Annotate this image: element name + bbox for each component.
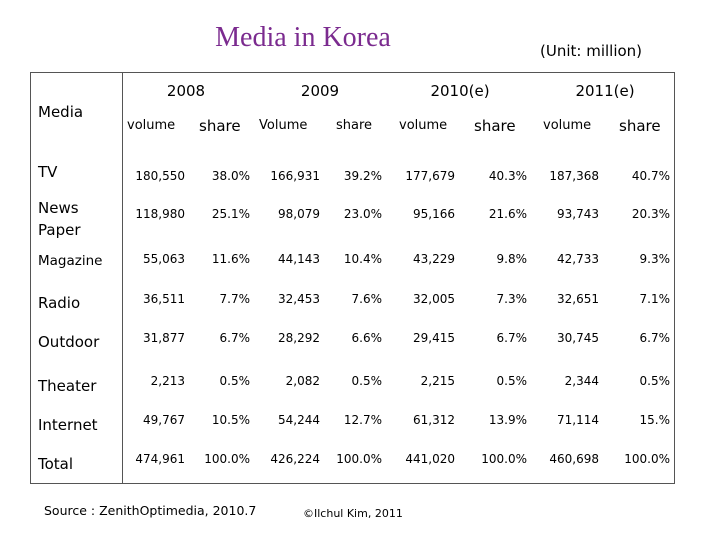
year-header-2008: 2008 [166,82,206,100]
table-cell: 54,244 [278,413,320,427]
table-cell: 25.1% [211,207,250,221]
table-cell: 93,743 [557,207,599,221]
table-cell: 28,292 [278,331,320,345]
table-cell: 6.7% [639,331,671,345]
table-cell: 61,312 [413,413,455,427]
table-cell: 21.6% [488,207,527,221]
table-cell: 40.7% [631,169,670,183]
table-cell: 9.3% [639,252,671,266]
table-cell: 100.0% [481,452,527,466]
table-cell: 43,229 [413,252,455,266]
table-cell: 38.0% [211,169,250,183]
table-cell: 30,745 [557,331,599,345]
table-cell: 0.5% [496,374,528,388]
table-cell: 7.7% [219,292,251,306]
row-label: News Paper [38,199,81,239]
row-label: Internet [38,416,98,434]
table-cell: 2,082 [285,374,320,388]
table-cell: 11.6% [211,252,250,266]
row-label: Theater [38,377,97,395]
table-cell: 20.3% [631,207,670,221]
table-cell: 180,550 [135,169,185,183]
table-cell: 36,511 [143,292,185,306]
table-cell: 98,079 [278,207,320,221]
table-cell: 32,453 [278,292,320,306]
copyright-note: ©Ilchul Kim, 2011 [303,507,403,520]
table-cell: 32,651 [557,292,599,306]
table-cell: 13.9% [488,413,527,427]
unit-note: (Unit: million) [540,42,643,60]
table-cell: 187,368 [549,169,599,183]
subheader-share-2010: share [474,117,516,135]
year-header-2010: 2010(e) [430,82,490,100]
subheader-volume-2009: Volume [259,118,308,133]
table-cell: 2,215 [420,374,455,388]
table-cell: 100.0% [624,452,670,466]
row-label: Magazine [38,253,103,269]
subheader-volume-2010: volume [399,118,448,133]
table-cell: 7.3% [496,292,528,306]
table-cell: 177,679 [405,169,455,183]
table-cell: 0.5% [219,374,251,388]
table-border-top [30,72,675,73]
table-cell: 71,114 [557,413,599,427]
table-cell: 95,166 [413,207,455,221]
media-header: Media [38,103,84,121]
subheader-volume-2008: volume [127,118,176,133]
table-cell: 426,224 [270,452,320,466]
source-note: Source : ZenithOptimedia, 2010.7 [44,503,257,518]
table-cell: 9.8% [496,252,528,266]
table-border-left [30,72,31,484]
table-cell: 55,063 [143,252,185,266]
subheader-share-2009: share [336,118,373,133]
table-cell: 15.% [639,413,671,427]
table-cell: 2,344 [564,374,599,388]
subheader-volume-2011: volume [543,118,592,133]
table-cell: 6.7% [496,331,528,345]
row-label: TV [38,163,58,181]
subheader-share-2011: share [619,117,661,135]
table-cell: 7.6% [351,292,383,306]
table-cell: 118,980 [135,207,185,221]
table-cell: 29,415 [413,331,455,345]
table-cell: 166,931 [270,169,320,183]
table-cell: 460,698 [549,452,599,466]
table-cell: 6.7% [219,331,251,345]
table-cell: 2,213 [150,374,185,388]
table-cell: 12.7% [343,413,382,427]
table-cell: 10.5% [211,413,250,427]
table-cell: 0.5% [351,374,383,388]
table-cell: 441,020 [405,452,455,466]
row-label: Outdoor [38,333,100,351]
table-cell: 100.0% [204,452,250,466]
row-label: Radio [38,294,81,312]
table-border-bottom [30,483,675,484]
table-cell: 6.6% [351,331,383,345]
row-label: Total [38,455,74,473]
table-cell: 42,733 [557,252,599,266]
media-table: Media 2008 2009 2010(e) 2011(e) volume s… [30,72,675,484]
table-cell: 49,767 [143,413,185,427]
table-cell: 100.0% [336,452,382,466]
subheader-share-2008: share [199,117,241,135]
table-border-right [674,72,675,484]
slide-title: Media in Korea [215,22,391,53]
year-header-2011: 2011(e) [575,82,635,100]
table-cell: 474,961 [135,452,185,466]
table-cell: 44,143 [278,252,320,266]
table-cell: 23.0% [343,207,382,221]
table-cell: 31,877 [143,331,185,345]
table-cell: 40.3% [488,169,527,183]
year-header-2009: 2009 [300,82,340,100]
table-cell: 32,005 [413,292,455,306]
table-cell: 7.1% [639,292,671,306]
table-cell: 10.4% [343,252,382,266]
table-cell: 39.2% [343,169,382,183]
table-divider [122,72,123,484]
table-cell: 0.5% [639,374,671,388]
